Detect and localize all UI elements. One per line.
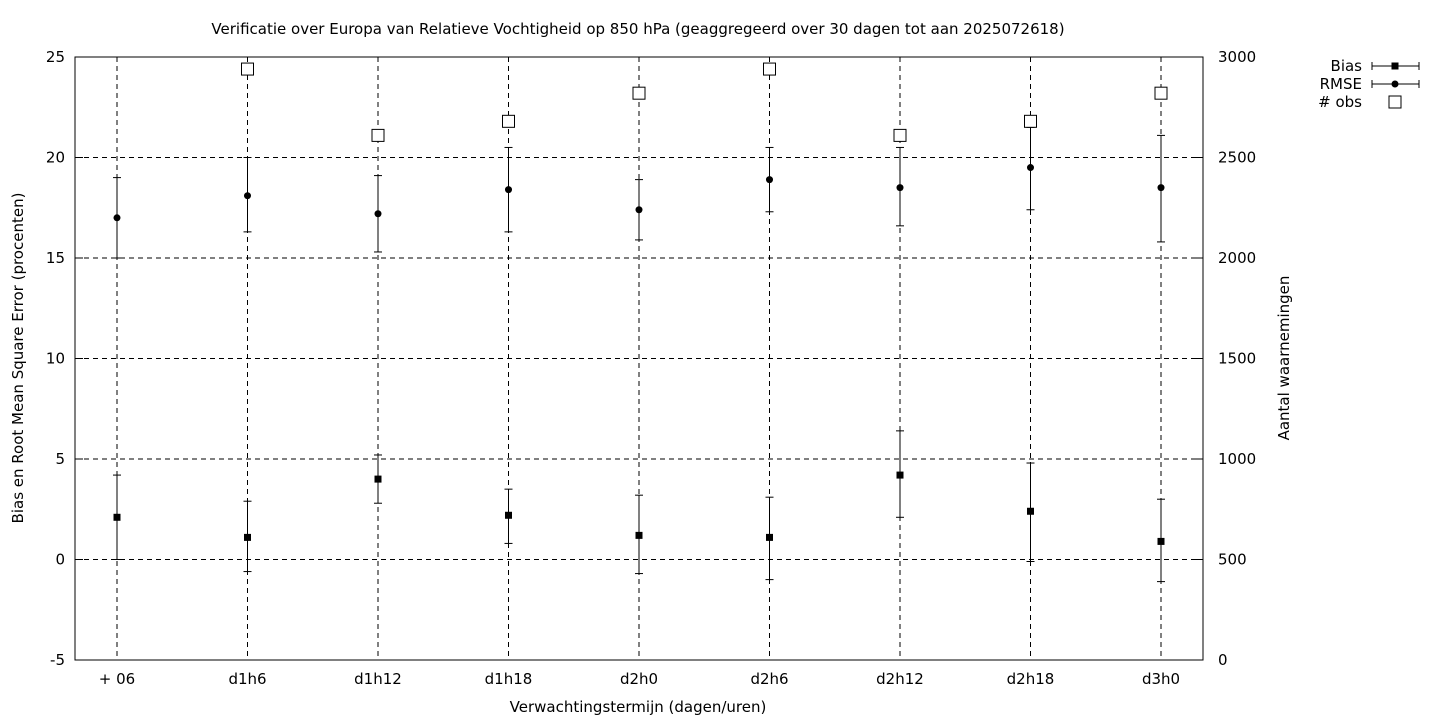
legend-marker-rmse [1391,80,1399,88]
y2-tick-label: 1000 [1218,450,1256,468]
rmse-point [374,210,382,218]
y-tick-label: -5 [50,651,65,669]
bias-point [505,511,512,519]
y-tick-label: 10 [46,350,65,368]
x-axis-label: Verwachtingstermijn (dagen/uren) [510,698,767,716]
obs-point [763,62,776,76]
y-tick-label: 0 [55,551,65,569]
y-tick-label: 15 [46,249,65,267]
obs-point [371,128,385,142]
y-axis-left-ticks: -5 0 5 10 15 20 25 [46,48,83,669]
legend-marker-obs [1388,95,1402,109]
x-tick-label: d2h0 [620,670,658,688]
bias-point [896,471,904,479]
rmse-point [766,176,773,184]
x-tick-label: d1h12 [354,670,402,688]
x-tick-label: d1h18 [485,670,533,688]
obs-point [241,62,254,76]
legend-label-bias: Bias [1331,57,1363,75]
bias-point [1027,507,1034,515]
bias-point [766,533,773,541]
y-tick-label: 20 [46,149,65,167]
x-axis-ticks: + 06 d1h6 d1h12 d1h18 d2h0 d2h6 d2h12 d2h18 d3h0 [99,670,1180,688]
bias-point [635,531,643,539]
rmse-point [505,186,512,194]
y2-tick-label: 2000 [1218,249,1256,267]
x-tick-label: d3h0 [1142,670,1180,688]
legend-label-rmse: RMSE [1320,75,1362,93]
obs-point [632,86,646,100]
bias-point [1157,537,1165,545]
rmse-point [244,192,251,200]
rmse-point [896,184,904,192]
y-tick-label: 25 [46,48,65,66]
x-tick-label: + 06 [99,670,135,688]
x-tick-label: d1h6 [228,670,266,688]
legend-marker-bias [1391,62,1399,70]
y-tick-label: 5 [55,450,65,468]
y2-tick-label: 1500 [1218,350,1256,368]
x-tick-label: d2h6 [750,670,788,688]
rmse-point [1027,164,1034,172]
x-tick-label: d2h18 [1007,670,1055,688]
data-marks [113,62,1168,583]
y-axis-right-ticks: 0 500 1000 1500 2000 2500 3000 [1195,48,1256,669]
chart-title: Verificatie over Europa van Relatieve Vo… [211,20,1064,38]
y2-tick-label: 0 [1218,651,1228,669]
obs-point [1154,86,1168,100]
bias-point [244,533,251,541]
x-tick-label: d2h12 [876,670,924,688]
y2-tick-label: 2500 [1218,149,1256,167]
obs-point [502,114,515,128]
y2-tick-label: 500 [1218,551,1247,569]
y-axis-label: Bias en Root Mean Square Error (procente… [9,193,27,524]
rmse-point [113,214,121,222]
obs-point [893,128,907,142]
y2-axis-label: Aantal waarnemingen [1275,276,1293,441]
bias-point [374,475,382,483]
bias-point [113,513,121,521]
obs-point [1024,114,1037,128]
rmse-point [635,206,643,214]
legend-label-obs: # obs [1318,93,1362,111]
rmse-point [1157,184,1165,192]
y2-tick-label: 3000 [1218,48,1256,66]
